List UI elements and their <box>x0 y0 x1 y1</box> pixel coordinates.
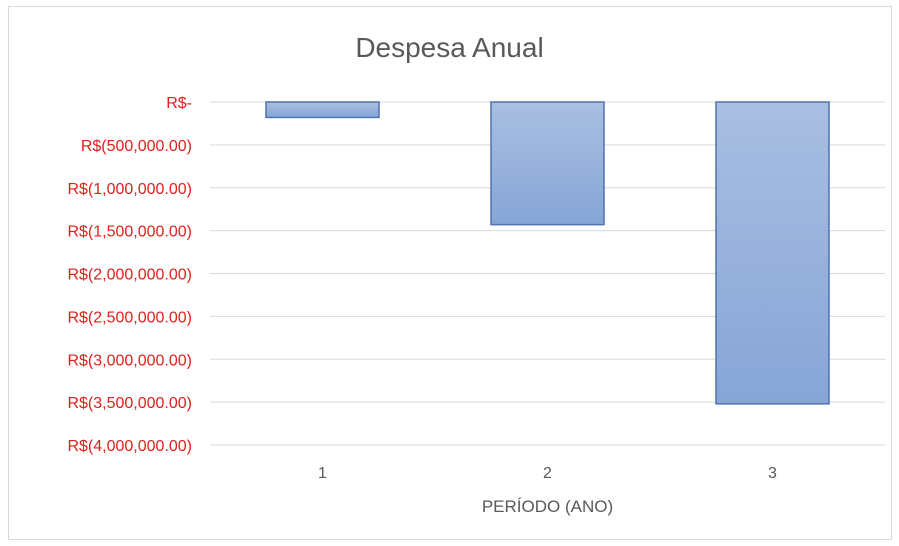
bar-1 <box>265 101 380 119</box>
x-axis-title: PERÍODO (ANO) <box>481 497 614 516</box>
x-tick-label: 1 <box>318 465 327 482</box>
y-tick-label: R$(4,000,000.00) <box>67 438 192 455</box>
chart-title: Despesa Anual <box>355 32 544 63</box>
y-tick-label: R$(2,000,000.00) <box>67 267 192 284</box>
y-tick-label: R$- <box>166 95 192 112</box>
y-axis-tick-labels: R$- R$(500,000.00) R$(1,000,000.00) R$(1,50… <box>67 95 192 455</box>
bar-2 <box>490 101 605 226</box>
y-tick-label: R$(3,500,000.00) <box>67 395 192 412</box>
y-tick-label: R$(2,500,000.00) <box>67 309 192 326</box>
bar-3 <box>715 101 830 405</box>
x-axis-tick-labels: 1 2 3 <box>318 465 777 482</box>
y-tick-label: R$(1,500,000.00) <box>67 224 192 241</box>
x-tick-label: 3 <box>768 465 777 482</box>
bars <box>265 101 830 405</box>
y-tick-label: R$(500,000.00) <box>81 138 192 155</box>
y-tick-label: R$(1,000,000.00) <box>67 181 192 198</box>
x-tick-label: 2 <box>543 465 552 482</box>
y-tick-label: R$(3,000,000.00) <box>67 352 192 369</box>
